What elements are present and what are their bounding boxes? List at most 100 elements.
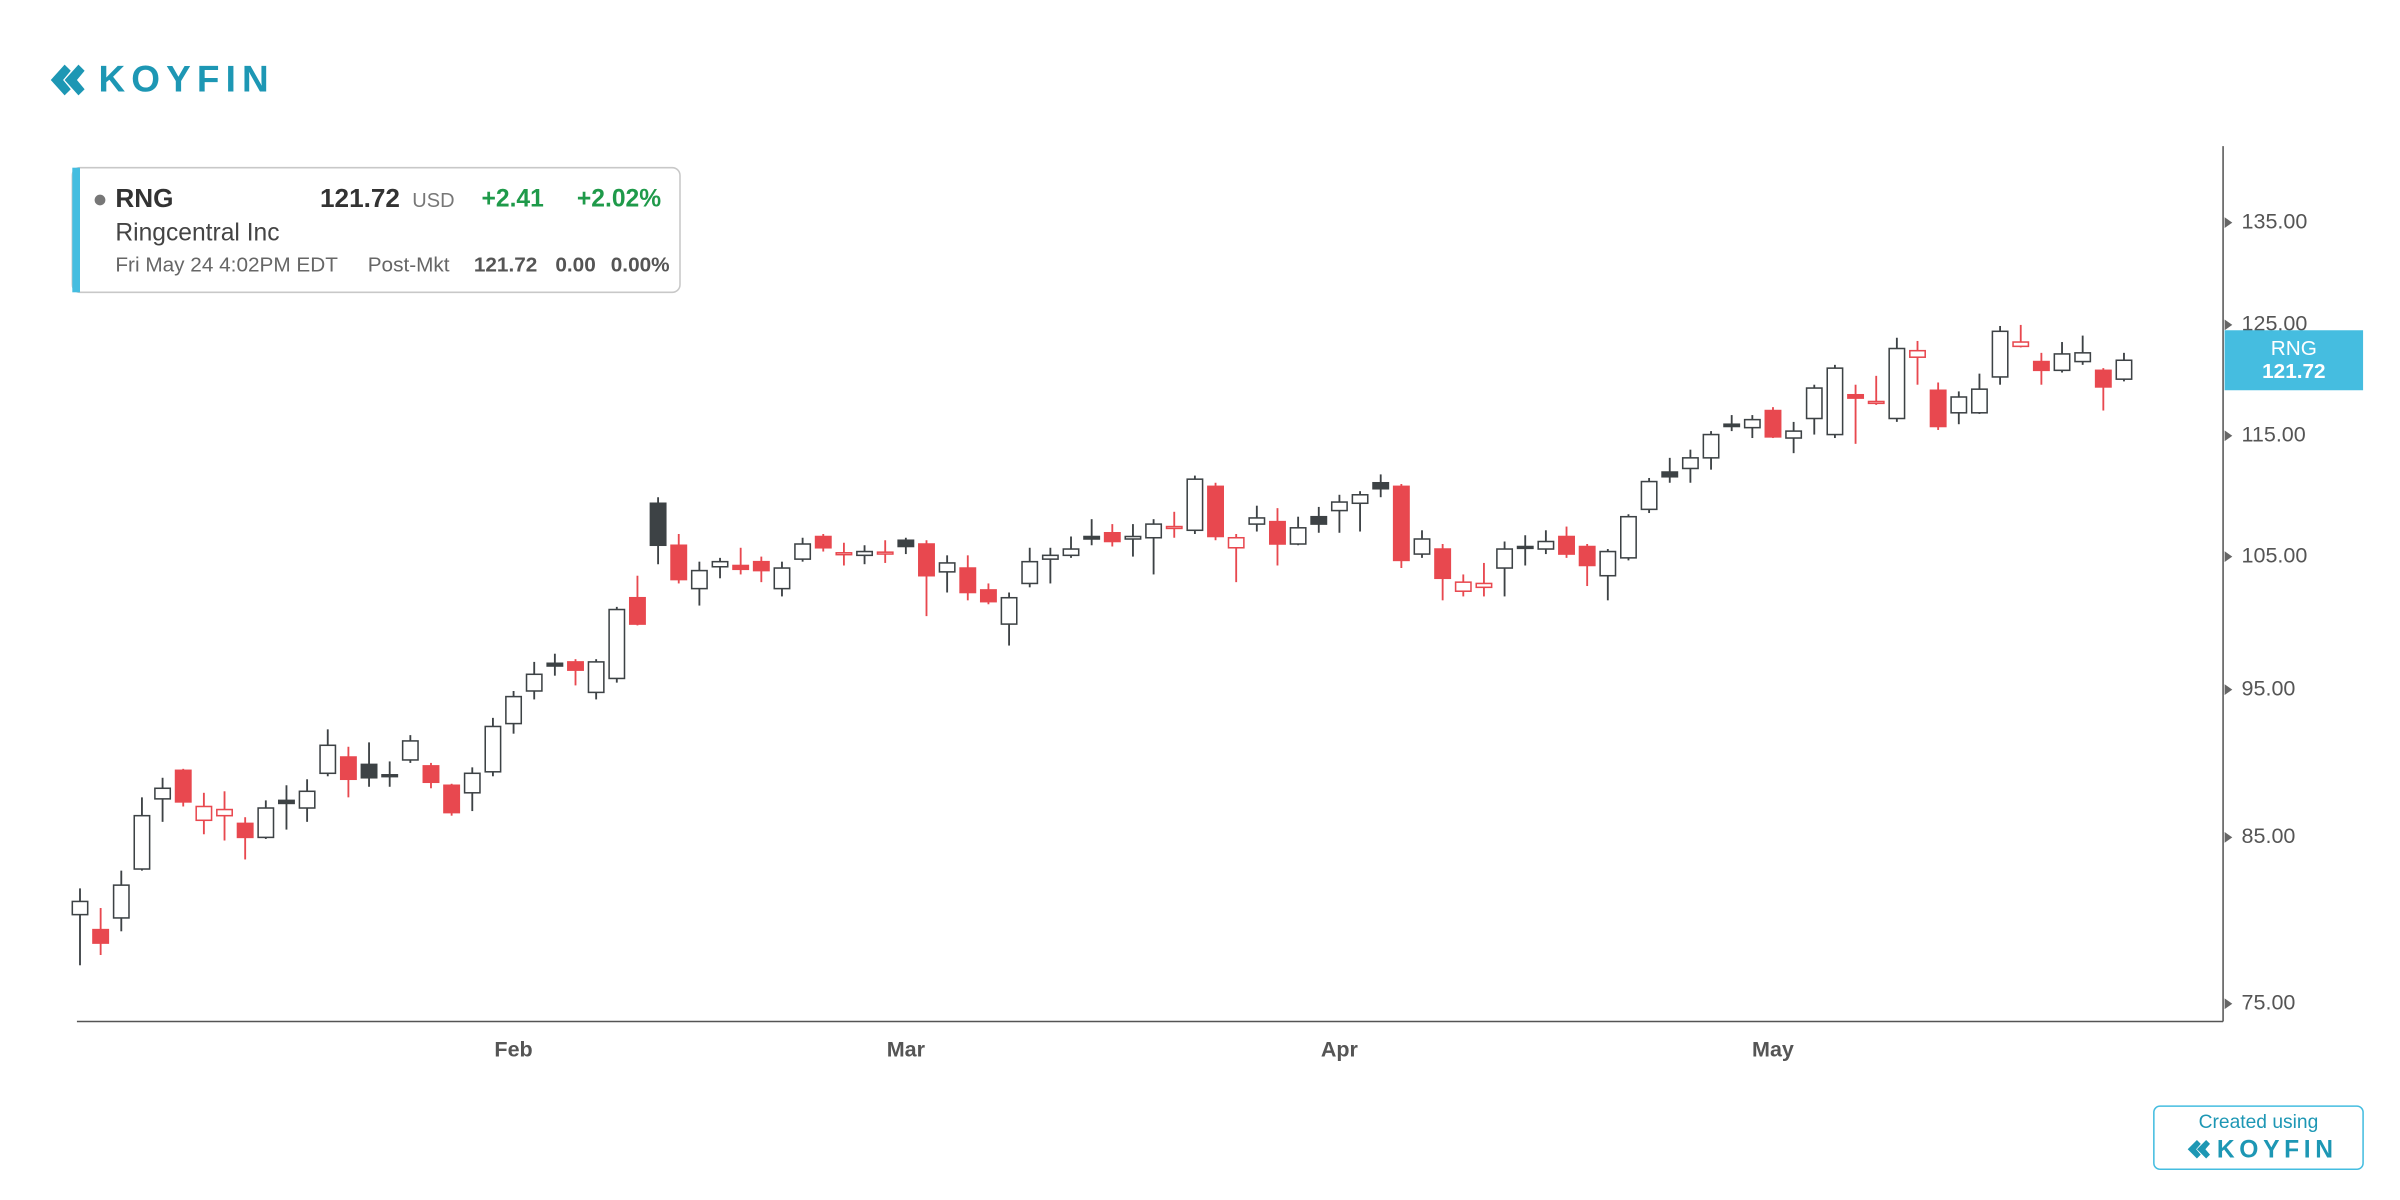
candle-body (1847, 393, 1865, 399)
candle-body (484, 725, 502, 773)
candle-body (1640, 480, 1658, 511)
candle-body (876, 551, 894, 555)
candle-body (71, 900, 89, 916)
candle-body (422, 765, 440, 784)
candle-body (1970, 388, 1988, 414)
candle-body (2032, 360, 2050, 372)
candle-body (2053, 353, 2071, 372)
candle-body (1289, 527, 1307, 545)
candle-body (1372, 481, 1390, 490)
footer-badge: Created using KOYFIN (2153, 1105, 2364, 1171)
y-tick-mark (2224, 684, 2233, 695)
change: +2.41 (482, 186, 544, 213)
candle-body (1062, 548, 1080, 557)
candle-body (443, 784, 461, 814)
candle-body (1145, 523, 1163, 539)
change-percent: +2.02% (577, 186, 661, 213)
candle-body (2074, 352, 2092, 363)
candle-body (1558, 535, 1575, 555)
candle-body (546, 662, 564, 667)
candle-body (92, 928, 110, 944)
y-tick-mark (2224, 430, 2233, 442)
candle-body (1000, 596, 1018, 625)
candle-body (1496, 548, 1514, 569)
candle-body (1227, 536, 1245, 549)
session-change: 0.00 (555, 254, 595, 277)
candle-body (856, 550, 874, 557)
candle-body (360, 763, 378, 779)
candle-body (1021, 560, 1039, 585)
candle-body (794, 543, 812, 560)
price-tag-name: RNG (2271, 337, 2317, 360)
x-tick-label: Feb (494, 1037, 532, 1061)
candle-body (1785, 430, 1803, 439)
candle-body (1248, 517, 1266, 525)
badge-icon (2187, 1140, 2210, 1159)
price: 121.72 (320, 183, 400, 213)
company-name: Ringcentral Inc (115, 219, 279, 246)
candle-body (690, 569, 708, 590)
y-tick-label: 95.00 (2242, 676, 2296, 700)
candle-body (752, 560, 770, 572)
candle-body (339, 756, 357, 781)
ticker: RNG (115, 183, 173, 213)
candle-body (195, 805, 213, 822)
candle-body (154, 787, 172, 800)
y-tick-label: 115.00 (2242, 422, 2306, 446)
candle-body (1723, 423, 1741, 428)
candle-body (463, 772, 481, 794)
candle-body (2012, 341, 2030, 348)
candle-body (298, 790, 316, 809)
candle-body (1826, 367, 1844, 436)
candle-body (1351, 494, 1369, 505)
candle-body (814, 535, 832, 549)
panel-accent (72, 167, 80, 293)
candle-body (1599, 550, 1617, 577)
candle-body (1764, 409, 1782, 438)
candle-body (1909, 349, 1926, 358)
candle-body (381, 774, 399, 778)
candle-body (1454, 581, 1472, 592)
candle-body (1888, 347, 1906, 420)
candle-body (567, 661, 584, 671)
candle-body (1310, 515, 1328, 525)
y-tick-label: 105.00 (2242, 543, 2308, 567)
plot: 75.0085.0095.00105.00115.00125.00135.00F… (71, 209, 2364, 1061)
badge-brand: KOYFIN (2217, 1136, 2338, 1163)
session: Post-Mkt (368, 254, 450, 277)
logo-text: KOYFIN (98, 58, 274, 99)
y-tick-label: 75.00 (2242, 990, 2296, 1014)
x-tick-label: Mar (887, 1037, 926, 1061)
y-tick-mark (2224, 551, 2233, 562)
currency: USD (412, 190, 454, 212)
candle-body (401, 740, 419, 761)
candle-body (1083, 535, 1101, 540)
logo-icon (50, 64, 85, 96)
candle-body (174, 769, 192, 803)
candle-body (1516, 545, 1534, 550)
y-tick-label: 85.00 (2242, 824, 2296, 848)
candle-body (959, 567, 977, 594)
candle-body (525, 673, 543, 692)
candle-body (1578, 545, 1596, 567)
candle-body (216, 808, 233, 817)
candle-body (1434, 548, 1452, 580)
candle-body (1041, 554, 1059, 560)
price-tag (2224, 330, 2364, 391)
candle-body (1269, 520, 1286, 545)
candle-body (1805, 387, 1823, 420)
y-tick-mark (2224, 217, 2233, 229)
candle-body (1929, 389, 1947, 428)
logo: KOYFIN (50, 58, 274, 99)
y-tick-mark (2224, 319, 2233, 331)
candle-body (236, 822, 254, 839)
candle-body (649, 502, 667, 547)
candle-body (277, 799, 295, 805)
candle-body (1681, 457, 1699, 470)
candle-body (1207, 485, 1224, 538)
candle-body (1702, 433, 1720, 459)
candle-body (257, 807, 275, 839)
candle-body (1537, 540, 1555, 550)
